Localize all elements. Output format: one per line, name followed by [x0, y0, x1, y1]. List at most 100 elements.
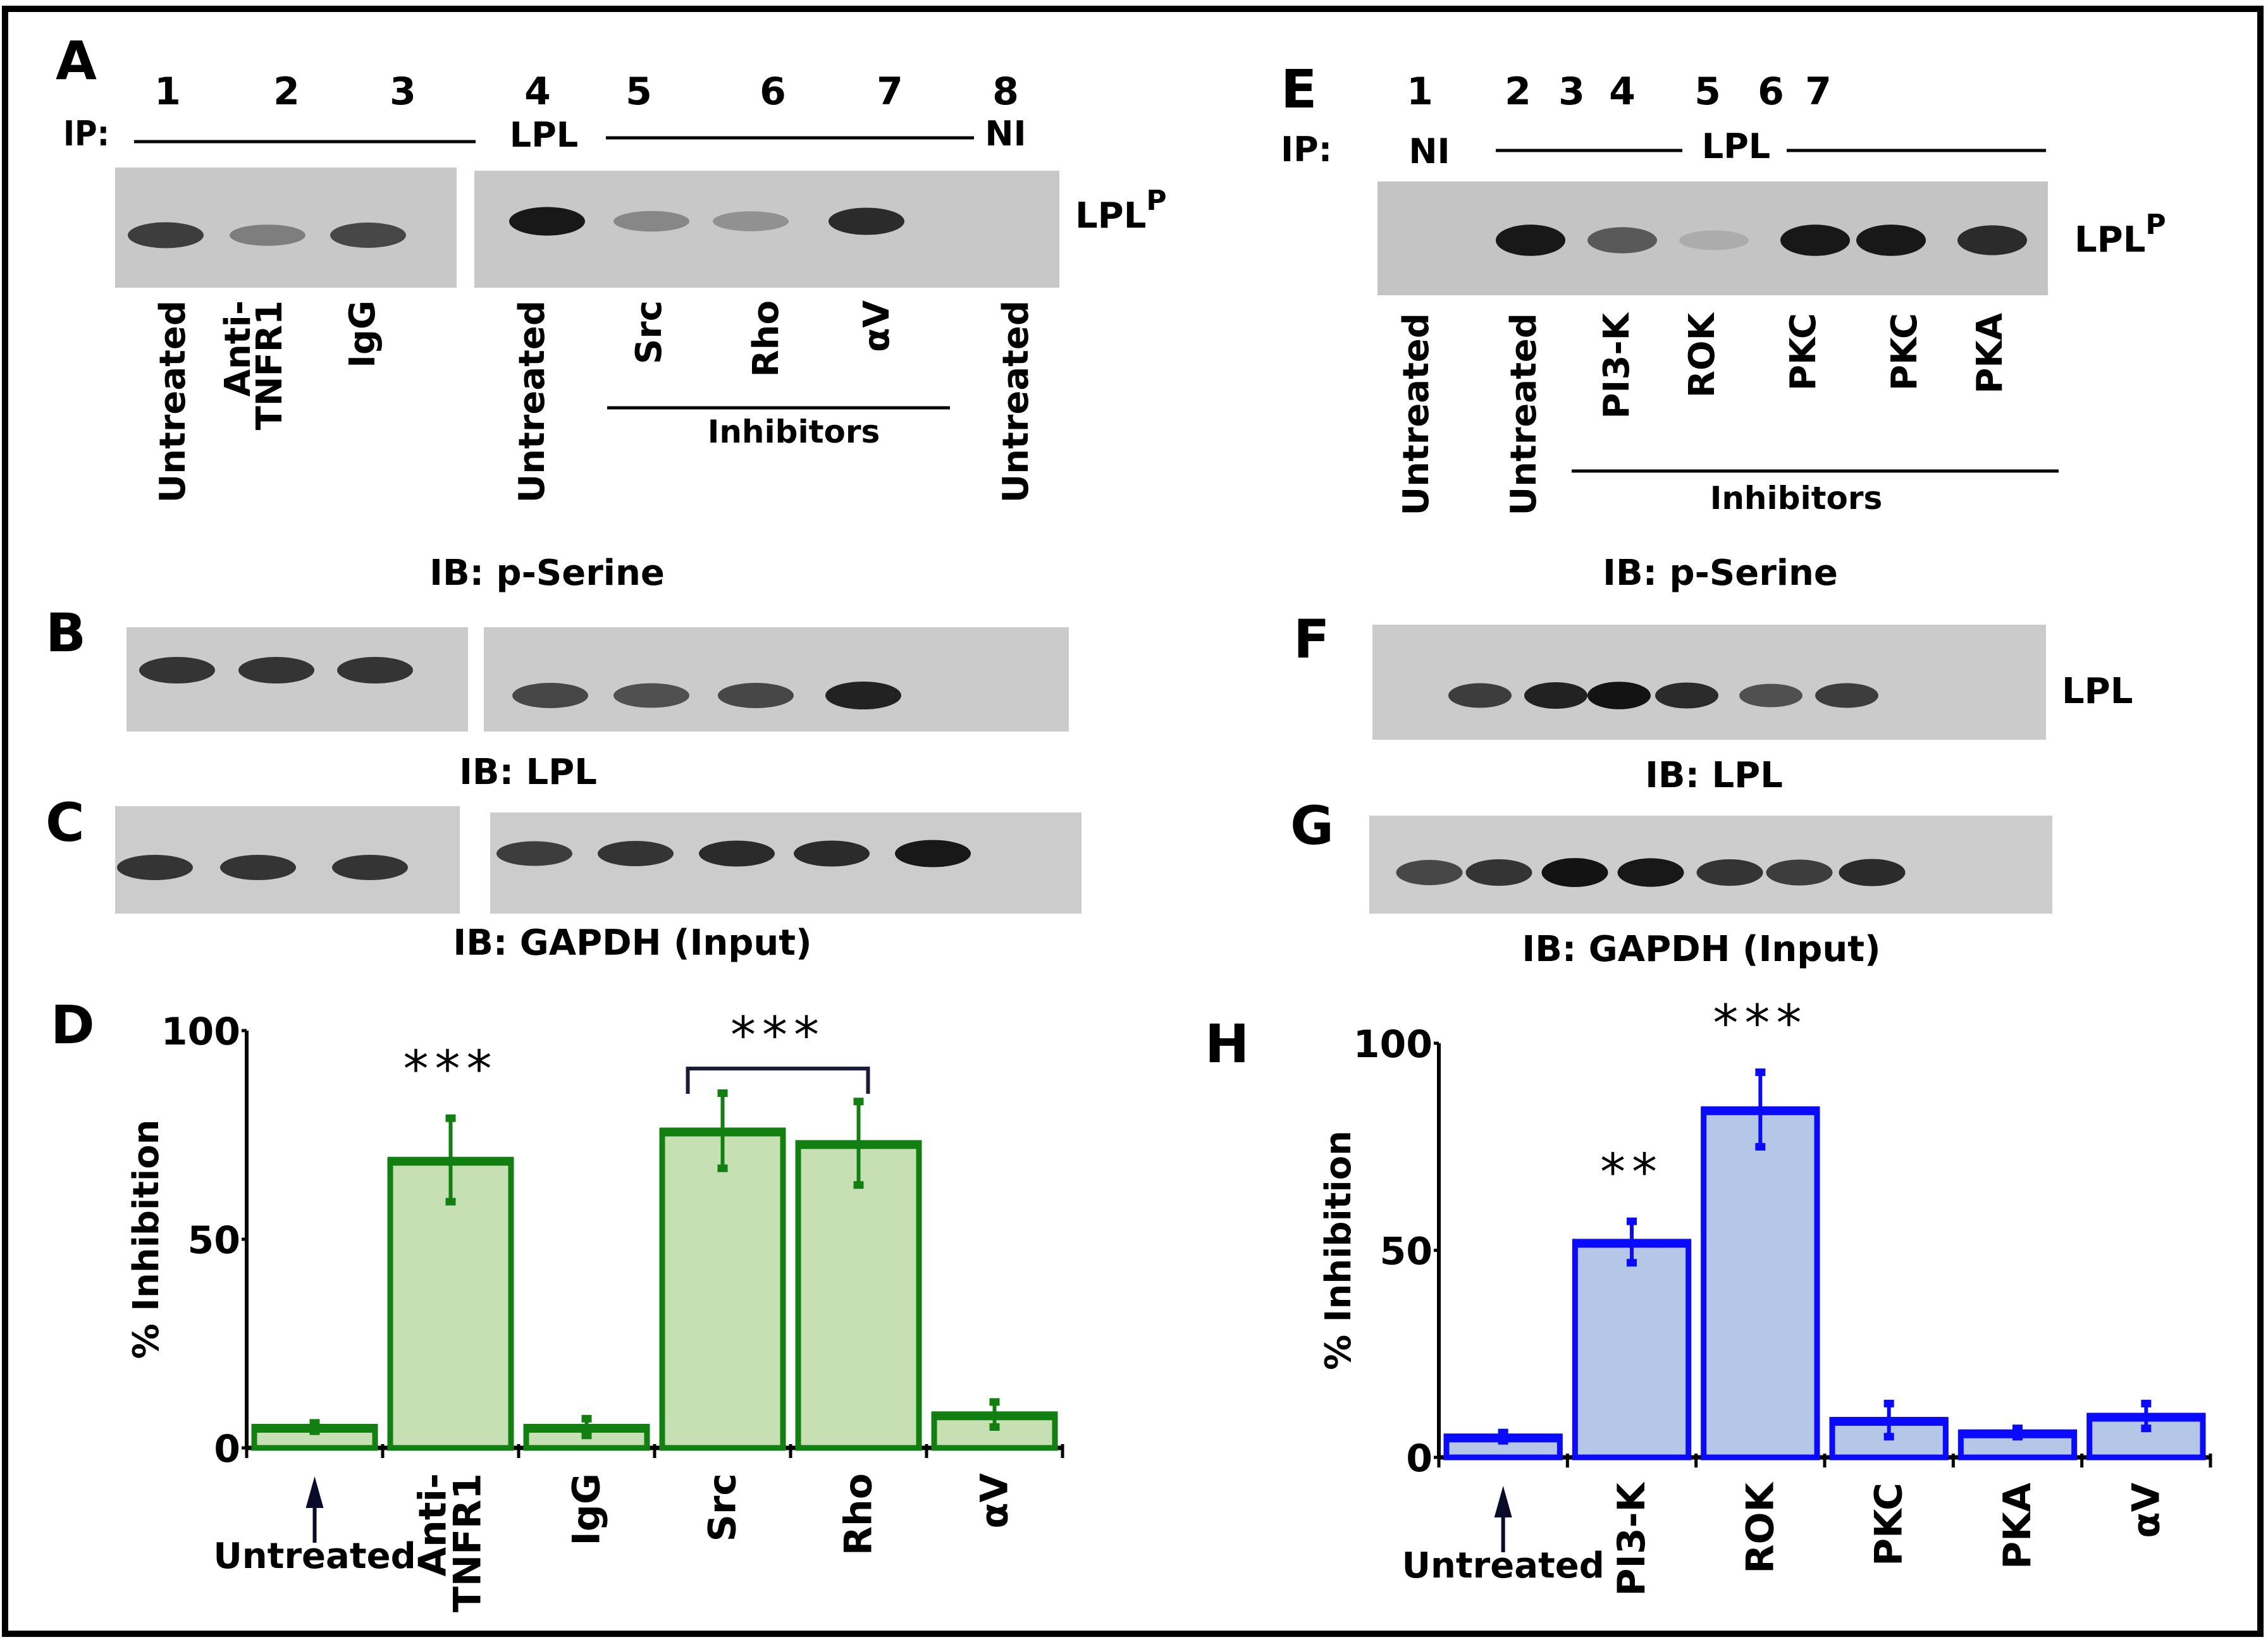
significance-marker: **	[1600, 1143, 1663, 1202]
bar	[795, 1140, 922, 1451]
band	[718, 683, 794, 708]
x-tick-label: PKC	[1867, 1483, 1911, 1566]
lane-number: 4	[1609, 70, 1636, 114]
band	[699, 840, 775, 867]
x-tick-label: IgG	[565, 1473, 609, 1546]
lane-label: Untreated	[1503, 313, 1544, 515]
band	[1839, 859, 1906, 886]
lane-label: PKA	[1969, 312, 2011, 393]
band	[895, 840, 971, 867]
x-tick-label: PKA	[1995, 1482, 2040, 1569]
ib-label-f: IB: LPL	[1645, 755, 1783, 796]
panel-letter-d: D	[51, 994, 95, 1056]
ib-label-a: IB: p-Serine	[429, 553, 665, 594]
lane-label: IgG	[342, 300, 383, 368]
bar-chart-d: 0 50 100 % Inhibition Untreated *** Anti-TNFR1…	[126, 1006, 1064, 1612]
band	[1541, 858, 1608, 887]
x-tick-label: Anti-	[411, 1473, 455, 1576]
y-axis-label: % Inhibition	[1318, 1130, 1359, 1370]
panel-letter-e: E	[1281, 58, 1317, 120]
lane-label: ROK	[1682, 311, 1723, 398]
band	[829, 207, 904, 235]
band	[1766, 859, 1833, 886]
band	[1448, 683, 1512, 708]
lane-label: Untreated	[152, 300, 194, 503]
group-label-a: Inhibitors	[708, 414, 880, 450]
band	[509, 207, 585, 236]
ip-label-e: IP:	[1281, 130, 1332, 169]
y-tick-label: 50	[1380, 1230, 1433, 1274]
band	[1524, 682, 1587, 709]
y-tick-label: 0	[1406, 1437, 1433, 1481]
x-tick-label: Untreated	[1402, 1545, 1604, 1586]
panel-letter-f: F	[1293, 608, 1329, 670]
band	[713, 211, 789, 231]
ip-control-e: NI	[1408, 132, 1450, 171]
bar	[659, 1127, 786, 1451]
blot-f	[1372, 625, 2046, 740]
lane-numbers-a: 1 2 3 4 5 6 7 8	[154, 70, 1019, 114]
lane-number: 3	[1558, 70, 1585, 114]
blot-c-right	[490, 812, 1082, 914]
band	[613, 211, 689, 232]
blot-b-right	[484, 627, 1069, 732]
band	[332, 855, 408, 880]
band	[1679, 230, 1749, 250]
lane-number: 5	[626, 70, 652, 114]
band	[1957, 225, 2027, 255]
ib-label-e: IB: p-Serine	[1603, 553, 1838, 594]
x-tick-label: ROK	[1738, 1481, 1782, 1573]
ib-label-c: IB: GAPDH (Input)	[453, 922, 811, 964]
y-tick-label: 100	[161, 1010, 240, 1054]
band	[825, 681, 901, 710]
panel-h: H 0 50 100 % Inhibition Untreated ** PI3-K *** R…	[1205, 994, 2212, 1596]
lane-number: 6	[760, 70, 786, 114]
bar	[1701, 1106, 1820, 1461]
panel-letter-b: B	[46, 602, 86, 664]
band	[598, 841, 674, 866]
band	[337, 657, 413, 683]
lane-label: Rho	[746, 300, 787, 377]
lane-label: Untreated	[1396, 313, 1437, 515]
lane-label: Untreated	[512, 300, 553, 503]
panel-b: B IB: LPL	[46, 602, 1069, 793]
band	[1465, 859, 1532, 886]
band	[1739, 683, 1803, 708]
band	[1587, 227, 1657, 254]
lane-number: 5	[1694, 70, 1721, 114]
x-tick-label: PI3-K	[1610, 1481, 1654, 1596]
y-tick-label: 0	[214, 1427, 240, 1471]
lane-number: 2	[273, 70, 300, 114]
band	[1655, 682, 1718, 709]
panel-g: G IB: GAPDH (Input)	[1290, 795, 2052, 970]
arrow-icon	[305, 1476, 324, 1508]
panel-letter-h: H	[1205, 1013, 1249, 1075]
ib-label-b: IB: LPL	[459, 752, 597, 793]
band	[1696, 859, 1763, 886]
ip-antibody-a: LPL	[510, 115, 578, 155]
x-tick-label: TNFR1	[446, 1473, 490, 1612]
band	[117, 855, 193, 880]
band	[1815, 683, 1878, 708]
lane-number: 7	[877, 70, 903, 114]
band	[1617, 858, 1684, 887]
bar	[1572, 1239, 1692, 1461]
x-tick-label: Rho	[837, 1473, 881, 1555]
panel-c: C IB: GAPDH (Input)	[46, 792, 1082, 964]
bar-chart-h: 0 50 100 % Inhibition Untreated ** PI3-K *** ROK…	[1318, 994, 2212, 1596]
lane-label: Anti-	[218, 300, 259, 396]
panel-letter-g: G	[1290, 795, 1334, 857]
lane-number: 7	[1805, 70, 1832, 114]
ip-label-a: IP:	[63, 114, 109, 154]
ip-antibody-e: LPL	[1702, 126, 1770, 166]
significance-marker: ***	[404, 1040, 498, 1099]
lane-number: 1	[1407, 70, 1433, 114]
band	[1780, 224, 1850, 256]
y-tick-label: 100	[1353, 1022, 1433, 1067]
lane-number: 6	[1758, 70, 1784, 114]
band	[512, 683, 588, 708]
panel-letter-a: A	[56, 30, 97, 92]
band	[220, 855, 296, 880]
lane-number: 4	[524, 70, 551, 114]
